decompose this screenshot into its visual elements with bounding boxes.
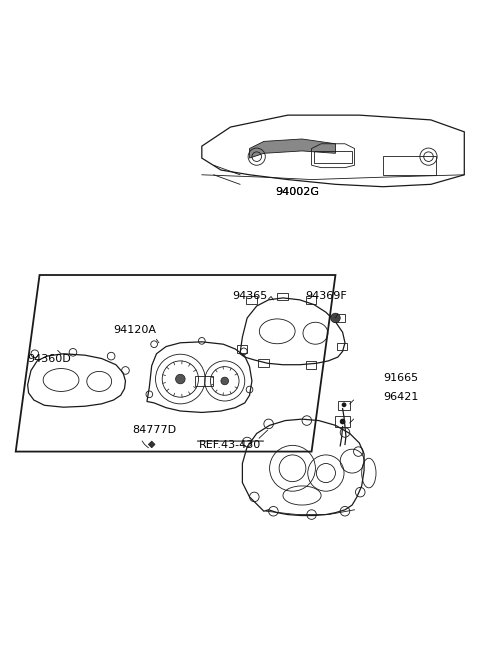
Text: 94002G: 94002G — [275, 187, 319, 196]
Text: 84777D: 84777D — [132, 425, 176, 436]
Polygon shape — [250, 139, 336, 158]
Polygon shape — [148, 441, 155, 448]
Text: 94120A: 94120A — [113, 325, 156, 335]
Bar — [338, 401, 350, 409]
Bar — [383, 156, 436, 175]
Text: 91665: 91665 — [383, 373, 418, 383]
Bar — [335, 314, 345, 322]
Text: REF.43-430: REF.43-430 — [199, 440, 262, 449]
Bar — [195, 376, 213, 386]
Circle shape — [331, 313, 340, 323]
Text: 94360D: 94360D — [27, 354, 71, 364]
Circle shape — [176, 374, 185, 384]
Text: 96421: 96421 — [383, 392, 419, 402]
Circle shape — [221, 377, 228, 384]
Text: 94369F: 94369F — [305, 291, 347, 301]
Bar — [306, 296, 316, 304]
Circle shape — [342, 402, 347, 407]
Bar — [237, 345, 247, 353]
Bar — [314, 151, 352, 163]
Bar — [258, 360, 269, 367]
Text: 94002G: 94002G — [275, 187, 319, 196]
Bar — [277, 293, 288, 300]
Bar — [336, 417, 350, 427]
Bar — [337, 343, 348, 350]
Circle shape — [340, 419, 346, 424]
Bar — [306, 361, 316, 369]
Text: 94365: 94365 — [232, 291, 267, 301]
Bar — [246, 296, 257, 304]
